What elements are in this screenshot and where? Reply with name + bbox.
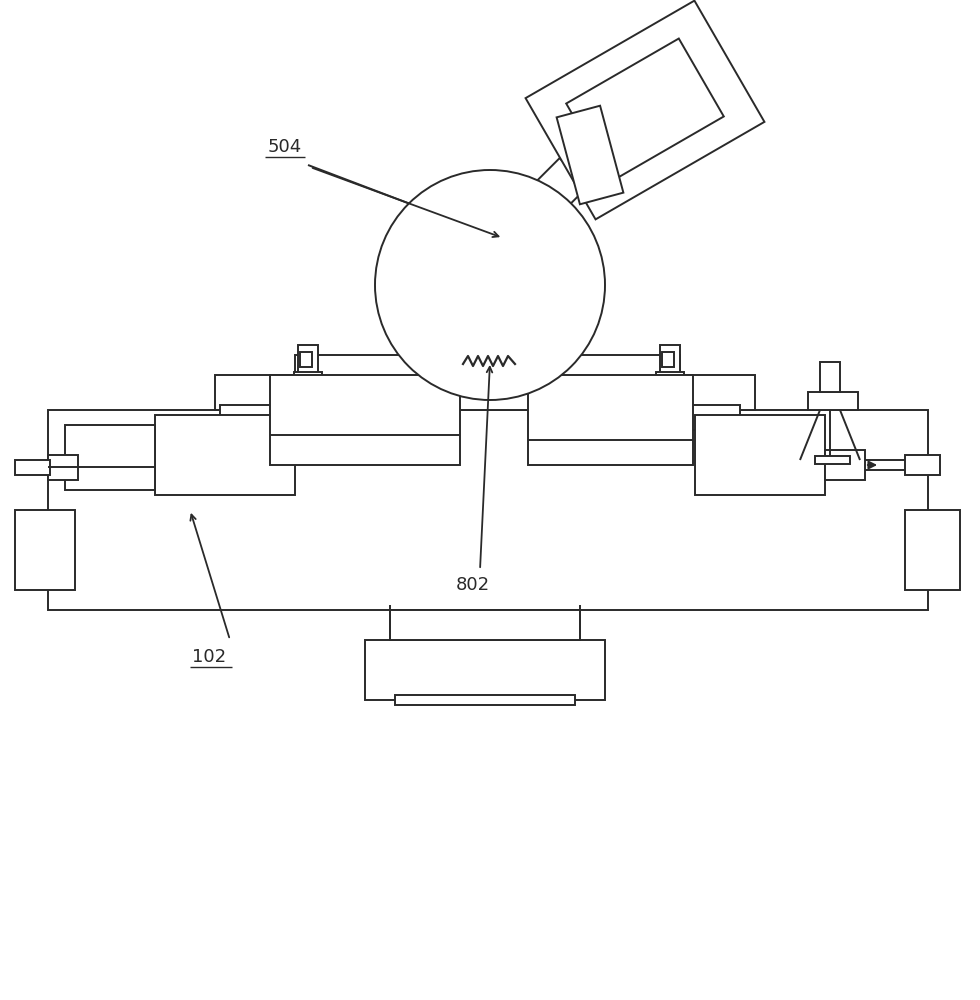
- Polygon shape: [525, 1, 764, 219]
- Bar: [695, 415, 825, 495]
- Text: 102: 102: [192, 648, 226, 666]
- Bar: [295, 355, 680, 410]
- Polygon shape: [557, 106, 623, 204]
- Bar: [528, 375, 693, 465]
- Bar: [65, 425, 155, 490]
- Bar: [660, 345, 680, 375]
- Bar: [48, 455, 78, 480]
- Bar: [155, 415, 295, 495]
- Bar: [656, 372, 684, 380]
- Circle shape: [375, 170, 605, 400]
- Bar: [298, 345, 318, 375]
- Bar: [15, 460, 50, 475]
- Bar: [300, 352, 312, 367]
- Bar: [905, 510, 960, 590]
- Bar: [680, 375, 755, 410]
- Polygon shape: [498, 216, 552, 268]
- Bar: [390, 610, 580, 640]
- Bar: [365, 640, 605, 700]
- Bar: [825, 450, 865, 480]
- Text: 802: 802: [456, 576, 490, 594]
- Bar: [395, 695, 575, 705]
- Polygon shape: [498, 188, 562, 252]
- Bar: [215, 375, 295, 410]
- Bar: [15, 510, 75, 590]
- Bar: [820, 362, 840, 392]
- Bar: [685, 405, 740, 430]
- Bar: [815, 456, 850, 464]
- Polygon shape: [524, 158, 588, 222]
- Bar: [905, 455, 940, 475]
- Bar: [220, 405, 280, 430]
- Polygon shape: [566, 39, 724, 181]
- Text: 504: 504: [268, 138, 302, 156]
- Bar: [48, 410, 928, 610]
- Bar: [458, 280, 523, 360]
- Bar: [808, 392, 858, 410]
- Bar: [294, 372, 322, 380]
- Bar: [270, 375, 460, 465]
- Bar: [662, 352, 674, 367]
